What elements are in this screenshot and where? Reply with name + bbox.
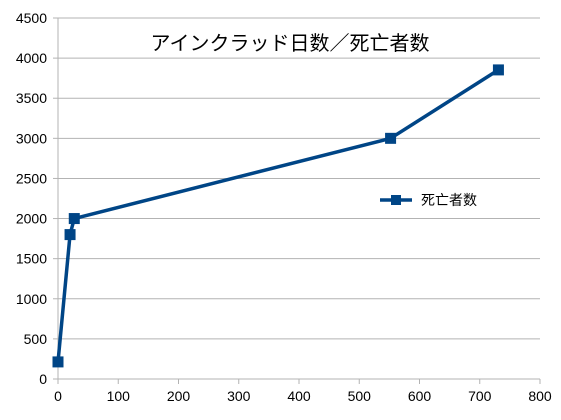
x-tick-label: 0 xyxy=(54,388,62,404)
data-point-marker xyxy=(68,213,80,225)
y-tick-label: 1000 xyxy=(16,291,47,307)
x-tick-label: 700 xyxy=(468,388,492,404)
y-tick-label: 0 xyxy=(39,371,47,387)
x-tick-label: 600 xyxy=(408,388,432,404)
x-tick-label: 500 xyxy=(348,388,372,404)
legend-label: 死亡者数 xyxy=(421,193,477,209)
data-point-marker xyxy=(64,229,76,241)
x-tick-label: 300 xyxy=(227,388,251,404)
y-tick-label: 2500 xyxy=(16,170,47,186)
data-point-marker xyxy=(385,132,397,144)
legend: 死亡者数 xyxy=(380,193,477,209)
chart-title: アインクラッド日数／死亡者数 xyxy=(151,31,430,55)
x-tick-label: 400 xyxy=(287,388,311,404)
y-axis-ticks: 0 500 1000 1500 2000 2500 3000 3500 4000 4500 xyxy=(16,10,47,387)
legend-marker xyxy=(391,195,401,205)
series xyxy=(52,64,504,368)
data-point-marker xyxy=(52,356,64,368)
y-tick-label: 4000 xyxy=(16,50,47,66)
series-line xyxy=(56,68,500,363)
data-point-marker xyxy=(492,64,504,76)
y-tick-label: 500 xyxy=(24,331,48,347)
x-tick-label: 800 xyxy=(528,388,552,404)
y-tick-label: 2000 xyxy=(16,211,47,227)
y-tick-label: 3000 xyxy=(16,130,47,146)
axes xyxy=(53,17,541,384)
x-tick-label: 100 xyxy=(107,388,131,404)
y-tick-label: 3500 xyxy=(16,90,47,106)
grid xyxy=(58,17,540,380)
x-tick-label: 200 xyxy=(167,388,191,404)
x-axis-ticks: 0 100 200 300 400 500 600 700 800 xyxy=(54,388,552,404)
y-tick-label: 1500 xyxy=(16,251,47,267)
y-tick-label: 4500 xyxy=(16,10,47,26)
